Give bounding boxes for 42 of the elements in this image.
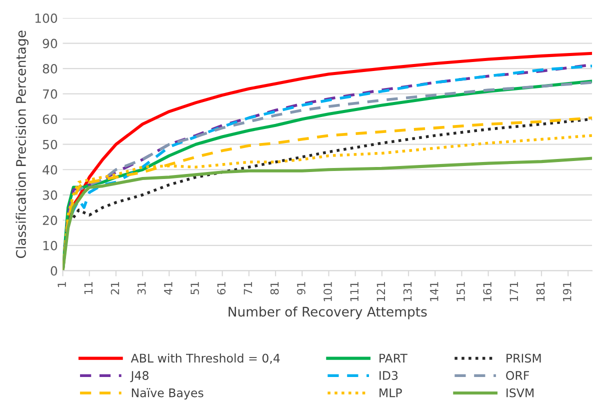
x-tick-label: 191 xyxy=(562,282,572,302)
y-tick-label: 0 xyxy=(50,266,58,276)
x-tick-label: 111 xyxy=(350,282,358,302)
x-tick-label: 71 xyxy=(244,282,252,294)
y-tick-label: 50 xyxy=(42,140,58,150)
x-tick-label: 161 xyxy=(483,282,492,302)
legend-label: ABL with Threshold = 0,4 xyxy=(130,353,280,364)
legend-label: Naïve Bayes xyxy=(132,388,204,400)
y-tick-label: 30 xyxy=(42,190,58,200)
legend-label: PRISM xyxy=(506,354,541,363)
legend-label: ISVM xyxy=(506,388,534,398)
x-tick-label: 11 xyxy=(84,282,92,294)
legend-label: J48 xyxy=(130,371,148,382)
legend-label: MLP xyxy=(380,388,402,398)
x-tick-label: 21 xyxy=(110,282,120,294)
x-tick-label: 81 xyxy=(270,282,279,294)
x-tick-label: 171 xyxy=(510,282,518,302)
x-tick-label: 141 xyxy=(430,282,438,302)
x-tick-label: 91 xyxy=(296,282,306,295)
y-tick-label: 40 xyxy=(42,165,58,175)
legend-label: PART xyxy=(380,354,408,362)
y-axis-title: Classification Precision Percentage xyxy=(16,30,29,258)
x-tick-label: 51 xyxy=(190,282,199,294)
y-tick-label: 10 xyxy=(43,240,58,250)
x-tick-label: 151 xyxy=(456,282,465,302)
y-tick-label: 60 xyxy=(42,114,58,124)
y-tick-label: 20 xyxy=(42,216,58,226)
y-tick-label: 80 xyxy=(42,64,58,74)
x-tick-label: 31 xyxy=(137,282,146,294)
x-tick-label: 121 xyxy=(376,282,385,302)
x-tick-label: 101 xyxy=(324,282,332,302)
legend-label: ID3 xyxy=(380,371,398,380)
y-tick-label: 100 xyxy=(35,14,58,23)
y-tick-label: 90 xyxy=(42,38,58,48)
x-tick-label: 131 xyxy=(403,282,412,302)
y-tick-label: 70 xyxy=(43,89,58,99)
x-axis-title: Number of Recovery Attempts xyxy=(228,306,427,320)
x-tick-label: 41 xyxy=(164,282,172,295)
legend-label: ORF xyxy=(506,371,530,380)
x-tick-label: 1 xyxy=(58,282,66,287)
x-tick-label: 181 xyxy=(536,282,545,302)
x-tick-label: 61 xyxy=(217,282,226,294)
